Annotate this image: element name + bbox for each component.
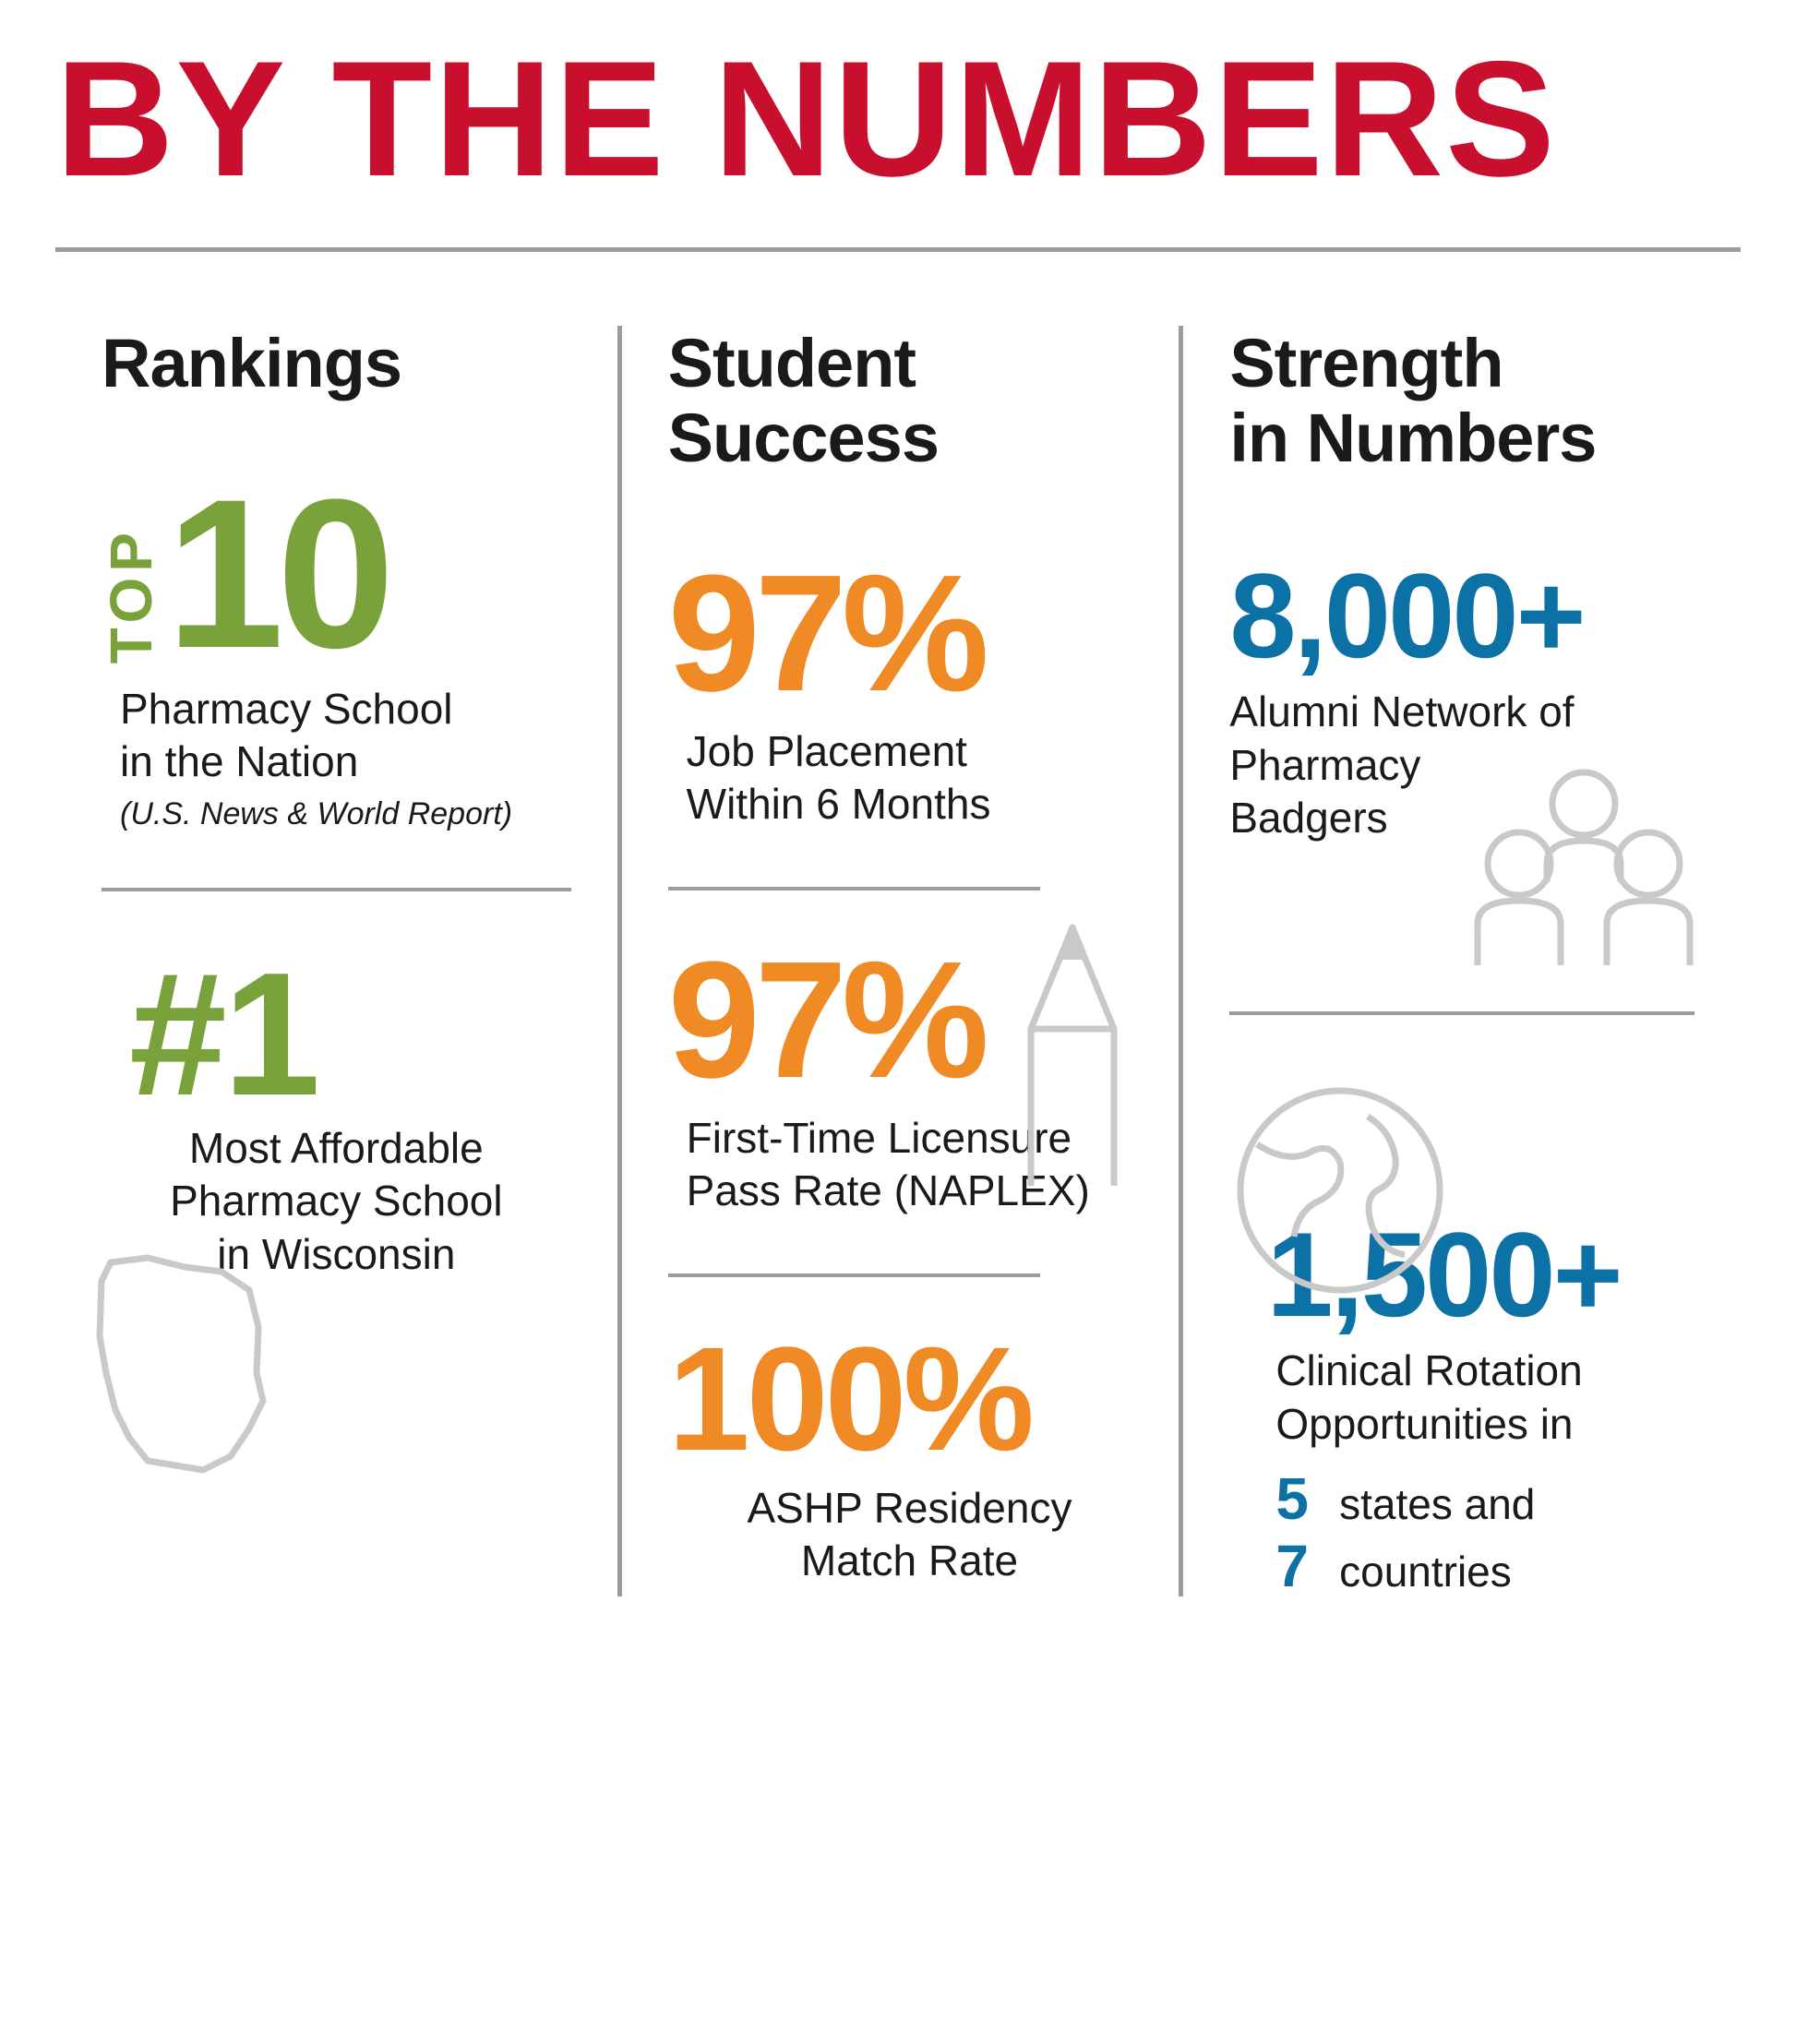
wisconsin-icon — [65, 1244, 286, 1484]
ss-divider-1 — [668, 887, 1040, 891]
job-placement-block: 97% Job Placement Within 6 Months — [668, 559, 1133, 831]
top10-number: 10 — [166, 484, 388, 664]
licensure-block: 97% First-Time Licensure Pass Rate (NAPL… — [668, 946, 1133, 1218]
student-success-heading: Student Success — [668, 326, 1133, 476]
rankings-heading: Rankings — [102, 326, 571, 400]
page-title: BY THE NUMBERS — [55, 37, 1741, 201]
affordable-desc-line2: Pharmacy School — [102, 1175, 571, 1228]
rotations-countries-number: 7 — [1275, 1536, 1327, 1596]
alumni-block: 8,000+ Alumni Network of Pharmacy Badger… — [1229, 559, 1694, 956]
strength-heading: Strengthin Numbers — [1229, 326, 1694, 476]
column-strength: Strengthin Numbers 8,000+ Alumni Network… — [1179, 326, 1741, 1596]
globe-icon — [1229, 1080, 1451, 1301]
strength-divider — [1229, 1011, 1694, 1015]
residency-block: 100% ASHP Residency Match Rate — [668, 1333, 1133, 1588]
alumni-stat: 8,000+ — [1229, 559, 1694, 674]
rotations-states-row: 5 states and — [1229, 1469, 1694, 1529]
top10-source: (U.S. News & World Report) — [102, 796, 571, 832]
top-divider — [55, 247, 1741, 252]
top10-desc-line1: Pharmacy School — [102, 683, 571, 736]
rotations-desc1: Clinical Rotation — [1229, 1345, 1694, 1398]
job-placement-desc2: Within 6 Months — [668, 778, 1133, 831]
residency-desc2: Match Rate — [668, 1535, 1133, 1588]
rotations-countries-label: countries — [1339, 1548, 1512, 1596]
column-rankings: Rankings TOP 10 Pharmacy School in the N… — [55, 326, 617, 1596]
rotations-countries-row: 7 countries — [1229, 1536, 1694, 1596]
ss-divider-2 — [668, 1273, 1040, 1277]
alumni-desc1: Alumni Network of — [1229, 686, 1694, 739]
affordable-block: #1 Most Affordable Pharmacy School in Wi… — [102, 947, 571, 1282]
rotations-desc2: Opportunities in — [1229, 1398, 1694, 1452]
residency-desc1: ASHP Residency — [668, 1482, 1133, 1536]
top10-prefix: TOP — [102, 527, 161, 663]
affordable-stat: #1 — [102, 947, 571, 1122]
job-placement-stat: 97% — [668, 559, 1133, 709]
rotations-block: 1,500+ Clinical Rotation Opportunities i… — [1229, 1070, 1694, 1597]
rotations-states-number: 5 — [1275, 1469, 1327, 1528]
pencil-icon — [1003, 909, 1142, 1186]
job-placement-desc1: Job Placement — [668, 725, 1133, 779]
rankings-divider — [102, 888, 571, 891]
people-group-icon — [1464, 762, 1704, 965]
rotations-states-label: states and — [1339, 1480, 1535, 1528]
top10-block: TOP 10 Pharmacy School in the Nation (U.… — [102, 484, 571, 832]
column-student-success: Student Success 97% Job Placement Within… — [617, 326, 1179, 1596]
top10-desc-line2: in the Nation — [102, 735, 571, 789]
residency-stat: 100% — [668, 1333, 1133, 1465]
columns-container: Rankings TOP 10 Pharmacy School in the N… — [55, 326, 1741, 1596]
